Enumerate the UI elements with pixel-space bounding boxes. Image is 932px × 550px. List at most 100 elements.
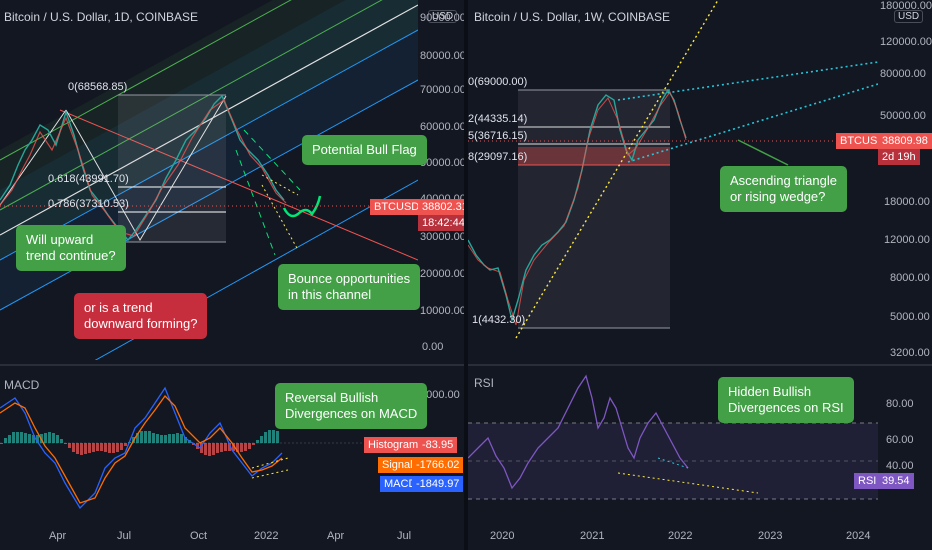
triangle-outline: [65, 95, 227, 241]
macd-histogram-bar: [24, 433, 27, 443]
right-time-axis[interactable]: 2020 2021 2022 2023 2024: [468, 522, 878, 550]
callout-line: Ascending triangle: [730, 173, 837, 188]
fib-label-top: 0(69000.00): [468, 76, 528, 88]
macd-histogram-bar: [80, 443, 83, 455]
bull-flag-path: [282, 195, 322, 218]
macd-histogram-bar: [160, 435, 163, 443]
price-tick: 50000.00: [880, 110, 926, 122]
macd-histogram-bar: [144, 431, 147, 443]
yellow-dotted-2: [261, 184, 299, 251]
macd-histogram-bar: [180, 434, 183, 443]
macd-histogram-bar: [108, 443, 111, 453]
time-tick: 2022: [254, 530, 279, 542]
time-tick: 2023: [758, 530, 783, 542]
macd-histogram-bar: [232, 443, 235, 451]
macd-histogram-bar: [52, 433, 55, 443]
callout-line: or is a trend: [84, 300, 153, 315]
rsi-axis-tick: 80.00: [886, 398, 914, 410]
macd-histogram-bar: [44, 433, 47, 443]
callout-line: Reversal Bullish: [285, 390, 379, 405]
macd-histogram-bar: [200, 443, 203, 453]
macd-histogram-bar: [112, 443, 115, 453]
macd-histogram-bar: [264, 432, 267, 443]
left-pane-divider[interactable]: [0, 364, 464, 366]
callout-line: Divergences on MACD: [285, 406, 418, 421]
macd-histogram-bar: [100, 443, 103, 451]
right-pane-divider[interactable]: [468, 364, 932, 366]
right-price-plot[interactable]: [468, 0, 878, 362]
price-tick: 50000.00: [420, 157, 466, 169]
right-currency-toggle[interactable]: USD: [894, 10, 924, 23]
left-chart-pane[interactable]: Bitcoin / U.S. Dollar, 1D, COINBASE USD …: [0, 0, 472, 550]
price-tick: 30000.00: [420, 231, 466, 243]
callout-line: Divergences on RSI: [728, 400, 844, 415]
rsi-axis-tick: 40.00: [886, 460, 914, 472]
callout-macd-divergence: Reversal Bullish Divergences on MACD: [275, 383, 428, 429]
macd-histogram-bar: [104, 443, 107, 452]
price-tick: 80000.00: [880, 68, 926, 80]
callout-bounce: Bounce opportunities in this channel: [278, 264, 421, 310]
green-pointer: [737, 139, 789, 166]
callout-bull-flag-text: Potential Bull Flag: [312, 142, 417, 157]
callout-line: Hidden Bullish: [728, 384, 812, 399]
left-price-axis[interactable]: 90000.00 80000.00 70000.00 60000.00 5000…: [418, 0, 466, 360]
macd-histogram-bar: [220, 443, 223, 452]
macd-histogram-bar: [4, 438, 7, 443]
macd-histogram-bar: [236, 443, 239, 452]
macd-histogram-bar: [244, 443, 247, 451]
callout-line: downward forming?: [84, 316, 198, 331]
signal-value: -1766.02: [412, 457, 464, 473]
rsi-band: [468, 423, 878, 499]
macd-plot[interactable]: [0, 368, 418, 518]
fib-label-8: 8(29097.16): [468, 151, 528, 163]
rsi-divergence-yellow: [617, 472, 759, 494]
macd-histogram-bar: [276, 431, 279, 443]
macd-histogram-bar: [120, 443, 123, 450]
macd-label: MACD: [380, 476, 421, 492]
rsi-plot[interactable]: [468, 368, 878, 518]
price-tick: 8000.00: [890, 272, 930, 284]
right-chart-pane[interactable]: Bitcoin / U.S. Dollar, 1W, COINBASE USD …: [468, 0, 932, 550]
macd-histogram-bar: [184, 437, 187, 443]
price-tick: 180000.00: [880, 0, 932, 12]
macd-histogram-bar: [12, 432, 15, 443]
fib-label-top: 0(68568.85): [68, 81, 128, 93]
callout-line: or rising wedge?: [730, 189, 826, 204]
signal-label: Signal: [378, 457, 417, 473]
macd-histogram-bar: [228, 443, 231, 451]
right-price-axis[interactable]: 180000.00 120000.00 80000.00 50000.00 18…: [878, 0, 932, 362]
left-time-axis[interactable]: Apr Jul Oct 2022 Apr Jul: [0, 522, 418, 550]
price-tick: 70000.00: [420, 84, 466, 96]
macd-histogram-bar: [32, 435, 35, 443]
macd-histogram-bar: [260, 436, 263, 443]
right-chart-header: Bitcoin / U.S. Dollar, 1W, COINBASE: [474, 10, 671, 24]
pitchfork-line-1: [0, 29, 418, 261]
macd-histogram-bar: [92, 443, 95, 452]
fib-label-618: 0.618(43991.70): [48, 173, 129, 185]
rsi-title: RSI: [474, 376, 495, 390]
macd-histogram-bar: [88, 443, 91, 453]
time-tick: 2021: [580, 530, 605, 542]
macd-line: [0, 386, 283, 510]
macd-histogram-bar: [84, 443, 87, 454]
yellow-dotted-1: [261, 174, 299, 196]
price-tick: 120000.00: [880, 36, 932, 48]
macd-histogram-bar: [16, 432, 19, 443]
macd-histogram-bar: [164, 435, 167, 443]
callout-bull-flag: Potential Bull Flag: [302, 135, 427, 165]
histogram-value: -83.95: [418, 437, 458, 453]
macd-histogram-bar: [176, 433, 179, 443]
price-tick: 80000.00: [420, 50, 466, 62]
cyan-trend-lower: [627, 83, 878, 163]
macd-histogram: [0, 430, 279, 456]
macd-histogram-bar: [168, 434, 171, 443]
center-divider[interactable]: [464, 0, 468, 550]
price-series: [0, 94, 285, 242]
cyan-trend-upper: [617, 61, 878, 101]
macd-histogram-bar: [76, 443, 79, 454]
green-dashed-1: [235, 149, 276, 256]
macd-histogram-bar: [68, 443, 71, 448]
fib-label-2: 2(44335.14): [468, 113, 528, 125]
left-currency-toggle[interactable]: USD: [428, 10, 458, 23]
time-tick: Jul: [117, 530, 132, 542]
